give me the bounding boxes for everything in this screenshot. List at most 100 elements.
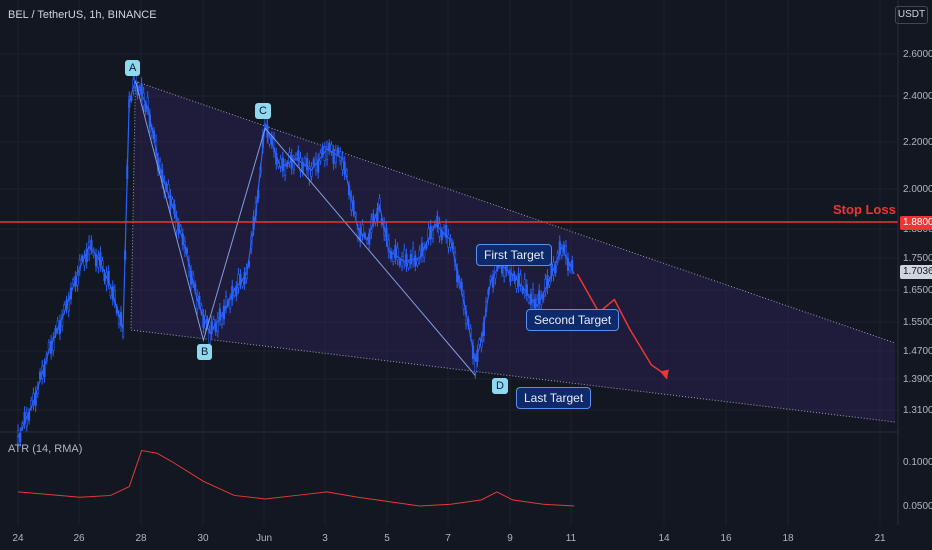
candle-body <box>281 157 284 172</box>
candle-body <box>235 285 238 297</box>
time-tick-label: 3 <box>322 533 328 544</box>
candle-body <box>243 272 246 285</box>
candle-body <box>303 158 307 165</box>
first-target-callout[interactable]: First Target <box>476 244 552 266</box>
price-tick-label: 1.5500 <box>903 317 932 328</box>
atr-axis[interactable]: 0.1000 0.0500 <box>903 457 932 512</box>
time-tick-label: 11 <box>566 533 577 544</box>
price-tick-label: 2.4000 <box>903 91 932 102</box>
candle-body <box>299 158 302 172</box>
price-tick-label: 1.3100 <box>903 405 932 416</box>
candle-body <box>398 259 401 266</box>
candle-body <box>396 247 399 260</box>
price-axis[interactable]: 2.60002.40002.20002.00001.83001.75001.65… <box>903 49 932 416</box>
candle-body <box>509 272 512 283</box>
candle-body <box>527 297 530 303</box>
stop-loss-label: Stop Loss <box>833 202 896 217</box>
candle-body <box>409 253 412 265</box>
time-tick-label: 21 <box>874 533 886 544</box>
price-tick-label: 1.4700 <box>903 346 932 357</box>
point-b-label: B <box>197 344 213 360</box>
candle-body <box>241 280 244 287</box>
time-tick-label: 26 <box>73 533 85 544</box>
candle-body <box>447 234 450 248</box>
candle-body <box>332 150 335 164</box>
candle-body <box>411 247 415 262</box>
candle-body <box>83 255 86 267</box>
projection-arrow-head <box>659 369 669 380</box>
atr-indicator-label[interactable]: ATR (14, RMA) <box>8 443 83 455</box>
time-tick-label: 16 <box>720 533 732 544</box>
price-tick-label: 2.0000 <box>903 184 932 195</box>
candle-body <box>239 273 242 285</box>
candle-body <box>85 248 88 263</box>
time-axis[interactable]: 24 26 28 30 Jun 3 5 7 9 11 14 16 18 21 <box>12 533 886 544</box>
second-target-callout[interactable]: Second Target <box>526 309 620 331</box>
candle-body <box>420 242 424 257</box>
atr-tick-label: 0.0500 <box>903 501 932 512</box>
candle-body <box>445 225 448 238</box>
candle-body <box>500 265 504 274</box>
time-tick-label: 9 <box>507 533 513 544</box>
candle-body <box>310 166 313 177</box>
candle-body <box>538 290 541 304</box>
candle-body <box>359 227 362 242</box>
price-tick-label: 1.3900 <box>903 374 932 385</box>
candle-body <box>216 317 219 332</box>
candle-body <box>414 255 417 267</box>
point-d-label: D <box>492 378 508 394</box>
price-tick-label: 2.2000 <box>903 137 932 148</box>
wedge-upper-line <box>135 80 896 344</box>
price-tick-label: 1.6500 <box>903 285 932 296</box>
time-tick-label: 14 <box>658 533 670 544</box>
time-tick-label: 18 <box>782 533 794 544</box>
candle-body <box>130 96 133 102</box>
time-tick-label: 7 <box>445 533 451 544</box>
candle-body <box>297 150 300 162</box>
wedge-left-edge <box>130 81 136 331</box>
candle-body <box>564 245 568 260</box>
candle-body <box>317 159 320 173</box>
candle-body <box>121 330 125 337</box>
candle-body <box>389 250 393 259</box>
time-tick-label: 24 <box>12 533 24 544</box>
time-tick-label: Jun <box>256 533 272 544</box>
candle-body <box>218 308 221 321</box>
candle-body <box>478 339 481 346</box>
atr-tick-label: 0.1000 <box>903 457 932 468</box>
stop-loss-price-tag: 1.8800 <box>900 216 932 230</box>
candle-body <box>523 279 526 293</box>
candle-body <box>99 252 102 266</box>
symbol-title[interactable]: BEL / TetherUS, 1h, BINANCE <box>8 9 157 21</box>
point-a-label: A <box>125 60 141 76</box>
abcd-pattern-lines <box>134 81 476 376</box>
candle-body <box>334 150 337 163</box>
candle-body <box>519 274 522 287</box>
candle-body <box>81 255 84 261</box>
candle-body <box>325 146 329 160</box>
candle-body <box>323 147 326 161</box>
candle-body <box>400 256 404 267</box>
candle-body <box>407 262 410 269</box>
candle-body <box>503 263 506 277</box>
candle-body <box>52 338 55 351</box>
candle-body <box>525 284 528 297</box>
candle-body <box>97 255 100 268</box>
last-target-callout[interactable]: Last Target <box>516 387 592 409</box>
candle-body <box>517 273 520 287</box>
candle-body <box>394 244 397 259</box>
price-tick-label: 2.6000 <box>903 49 932 60</box>
projection-arrow <box>576 273 668 377</box>
time-tick-label: 28 <box>135 533 147 544</box>
candle-body <box>416 260 419 266</box>
point-c-label: C <box>255 103 271 119</box>
candle-body <box>210 321 213 335</box>
candle-body <box>440 230 443 241</box>
time-tick-label: 5 <box>384 533 390 544</box>
currency-badge[interactable]: USDT <box>895 6 928 24</box>
candle-body <box>544 279 547 292</box>
candle-body <box>403 249 406 263</box>
candle-body <box>90 239 93 250</box>
wedge-lower-line <box>130 329 896 423</box>
